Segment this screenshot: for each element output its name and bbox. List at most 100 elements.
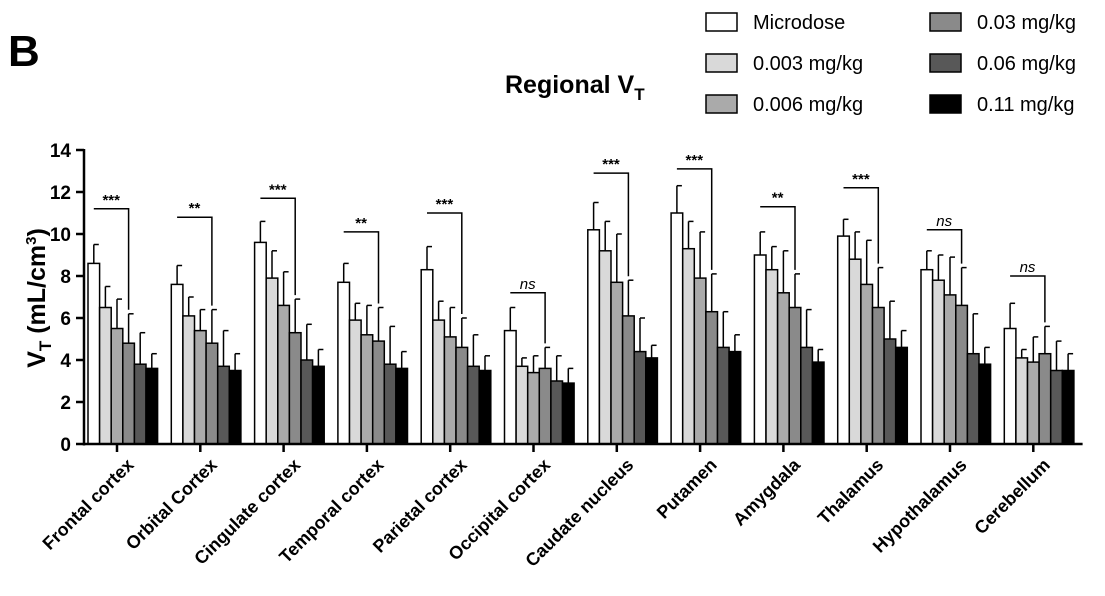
- bar: [1061, 369, 1075, 445]
- bar: [753, 254, 767, 445]
- significance-bracket: ***: [593, 156, 630, 277]
- y-tick-label: 0: [60, 435, 71, 456]
- bar: [728, 350, 742, 445]
- significance-label: ns: [520, 276, 536, 293]
- significance-label: ***: [436, 196, 454, 213]
- bar: [621, 315, 635, 445]
- bar: [848, 258, 862, 445]
- bar-group: [337, 262, 409, 445]
- y-axis-label: VT (mL/cm3): [23, 228, 55, 368]
- y-tick-label: 10: [50, 225, 71, 246]
- legend-swatch: [705, 53, 738, 73]
- legend-item: Microdose: [705, 12, 845, 34]
- bracket-line: [926, 229, 963, 264]
- bar: [432, 319, 446, 445]
- chart-title-main: Regional V: [505, 71, 635, 99]
- bar-group: [836, 218, 909, 445]
- significance-bracket: ns: [926, 213, 963, 264]
- y-tick-label: 6: [60, 309, 71, 330]
- bar: [478, 369, 492, 445]
- bracket-line: [1010, 275, 1046, 323]
- x-tick-label: Cerebellum: [970, 455, 1053, 538]
- bar: [443, 336, 457, 445]
- bar: [681, 247, 696, 445]
- bar: [716, 346, 730, 445]
- y-tick-label: 8: [60, 267, 71, 288]
- bar: [788, 306, 802, 445]
- significance-bracket: **: [760, 190, 796, 270]
- bar-group: [670, 184, 742, 445]
- bar-group: [920, 250, 992, 445]
- significance-bracket: ***: [260, 181, 296, 296]
- bar: [693, 277, 707, 445]
- bar-group: [170, 264, 242, 445]
- legend-item: 0.003 mg/kg: [705, 53, 863, 75]
- bar: [360, 334, 374, 445]
- bar: [193, 329, 207, 445]
- significance-bracket: ***: [676, 152, 713, 270]
- bar: [288, 331, 302, 445]
- bar-group: [87, 243, 159, 445]
- bar: [587, 229, 601, 445]
- bar: [277, 304, 291, 445]
- bar: [503, 329, 517, 445]
- bar: [526, 371, 541, 445]
- bar: [800, 346, 814, 445]
- bar-group: [587, 201, 659, 445]
- significance-bracket: **: [177, 200, 213, 306]
- bar: [133, 363, 147, 445]
- bar: [836, 235, 851, 445]
- significance-label: ns: [936, 213, 952, 230]
- bar-group: [753, 231, 825, 445]
- bar-group: [503, 306, 575, 445]
- chart-title: Regional VT: [505, 71, 645, 104]
- significance-label: ***: [602, 156, 620, 173]
- bar: [598, 250, 612, 445]
- bar: [395, 367, 409, 445]
- bar: [466, 365, 480, 445]
- bar-group: [253, 220, 325, 445]
- bar: [811, 361, 825, 445]
- bar: [920, 268, 934, 445]
- significance-bracket: ***: [93, 192, 130, 310]
- legend-swatch: [929, 12, 962, 32]
- y-axis-label-subscript: T: [36, 340, 55, 351]
- y-tick-label: 14: [50, 141, 72, 162]
- bar: [337, 281, 351, 445]
- bar: [1026, 361, 1040, 445]
- bar: [871, 306, 885, 445]
- x-tick-label: Putamen: [653, 455, 721, 523]
- bracket-line: [93, 208, 130, 310]
- legend: Microdose 0.003 mg/kg 0.006 mg/kg 0.03 mg/k…: [705, 12, 1076, 116]
- bracket-line: [843, 187, 880, 264]
- y-tick-label: 2: [60, 393, 71, 414]
- bar: [87, 262, 101, 445]
- bar: [561, 382, 575, 445]
- bar: [776, 292, 790, 445]
- legend-label: 0.11 mg/kg: [977, 94, 1074, 116]
- bar: [1003, 327, 1017, 445]
- bar: [978, 363, 992, 445]
- y-axis-label-main: V: [23, 351, 51, 368]
- legend-swatch: [929, 94, 962, 114]
- significance-bracket: ***: [843, 171, 880, 264]
- significance-label: ***: [102, 192, 120, 209]
- significance-label: **: [355, 215, 367, 232]
- significance-label: ns: [1020, 259, 1036, 276]
- legend-label: 0.03 mg/kg: [977, 12, 1076, 34]
- bar: [110, 327, 124, 445]
- bar: [371, 340, 386, 445]
- bar: [894, 346, 909, 445]
- y-axis-label-unit-close: ): [23, 228, 51, 236]
- bracket-line: [343, 231, 380, 304]
- y-tick-label: 4: [60, 351, 71, 372]
- bar-group: [1003, 302, 1075, 445]
- significance-label: ***: [269, 181, 287, 198]
- legend-item: 0.06 mg/kg: [929, 53, 1076, 75]
- significance-bracket: ns: [510, 276, 546, 344]
- bar-group: [420, 245, 492, 445]
- bar: [633, 350, 647, 445]
